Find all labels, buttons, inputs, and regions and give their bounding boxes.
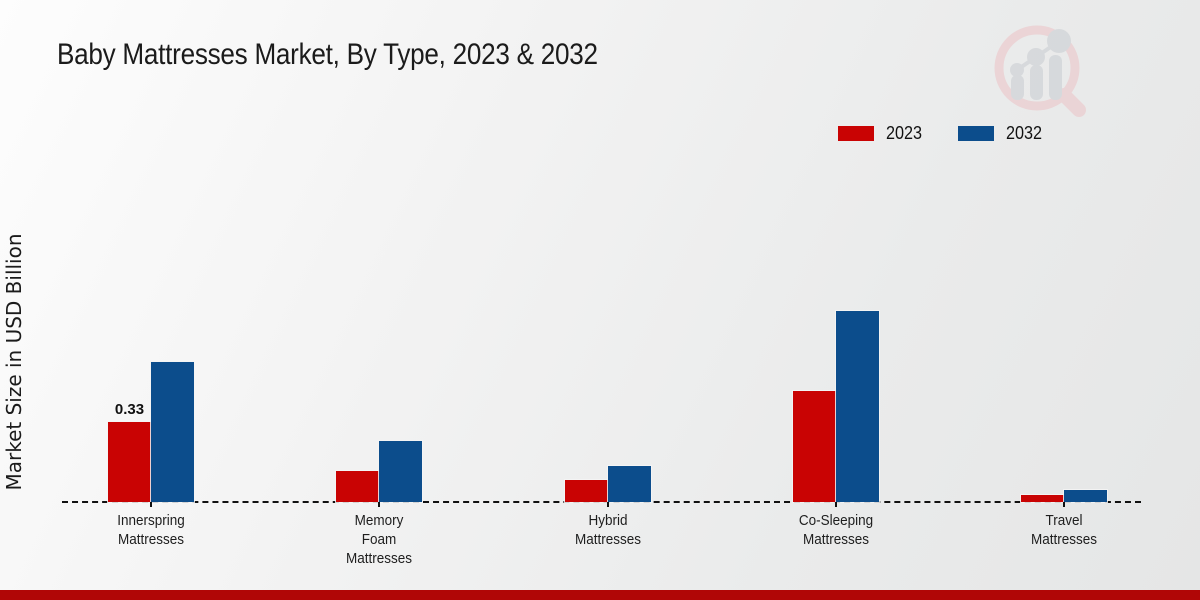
bar-2023-innerspring-mattresses: [108, 422, 151, 502]
chart-title: Baby Mattresses Market, By Type, 2023 & …: [57, 38, 598, 71]
legend-item-2023: 2023: [838, 123, 924, 144]
trend-dots-icon: [1010, 29, 1071, 77]
footer-bar: [0, 590, 1200, 600]
axis-tick: [606, 502, 609, 507]
bar-2023-memory-foam-mattresses: [336, 471, 380, 502]
bar-2023-hybrid-mattresses: [564, 480, 608, 502]
bar-2032-travel-mattresses: [1064, 490, 1108, 502]
axis-tick: [834, 502, 837, 507]
bar-2032-hybrid-mattresses: [607, 466, 651, 502]
x-axis-label-hybrid-mattresses: Hybrid Mattresses: [574, 512, 641, 548]
bar-2023-travel-mattresses: [1021, 495, 1065, 502]
axis-tick: [150, 502, 152, 507]
bar-2032-innerspring-mattresses: [151, 362, 194, 502]
magnifier-circle: [994, 25, 1080, 111]
bar-2032-memory-foam-mattresses: [379, 441, 423, 502]
y-axis-title: Market Size in USD Billion: [2, 233, 26, 491]
x-axis-label-innerspring-mattresses: Innerspring Mattresses: [117, 512, 185, 548]
x-axis-label-co-sleeping-mattresses: Co-Sleeping Mattresses: [798, 512, 874, 548]
magnifier-handle: [1057, 88, 1086, 117]
legend: 2023 2032: [838, 123, 1044, 144]
axis-tick: [378, 502, 381, 507]
x-axis-label-memory-foam-mattresses: Memory Foam Mattresses: [346, 512, 413, 567]
bar-value-label: 0.33: [114, 401, 145, 418]
axis-tick: [1063, 502, 1066, 507]
trend-bars-icon: [1011, 55, 1062, 100]
x-axis-label-travel-mattresses: Travel Mattresses: [1031, 512, 1098, 548]
bar-2023-co-sleeping-mattresses: [792, 391, 836, 502]
bar-2032-co-sleeping-mattresses: [835, 311, 879, 502]
brand-watermark-icon: [994, 25, 1086, 117]
legend-item-2032: 2032: [958, 123, 1044, 144]
zero-baseline: [62, 501, 1141, 503]
legend-label: 2023: [886, 123, 923, 143]
legend-swatch-2032: [958, 126, 995, 141]
legend-label: 2032: [1006, 123, 1043, 143]
legend-swatch-2023: [838, 126, 874, 141]
